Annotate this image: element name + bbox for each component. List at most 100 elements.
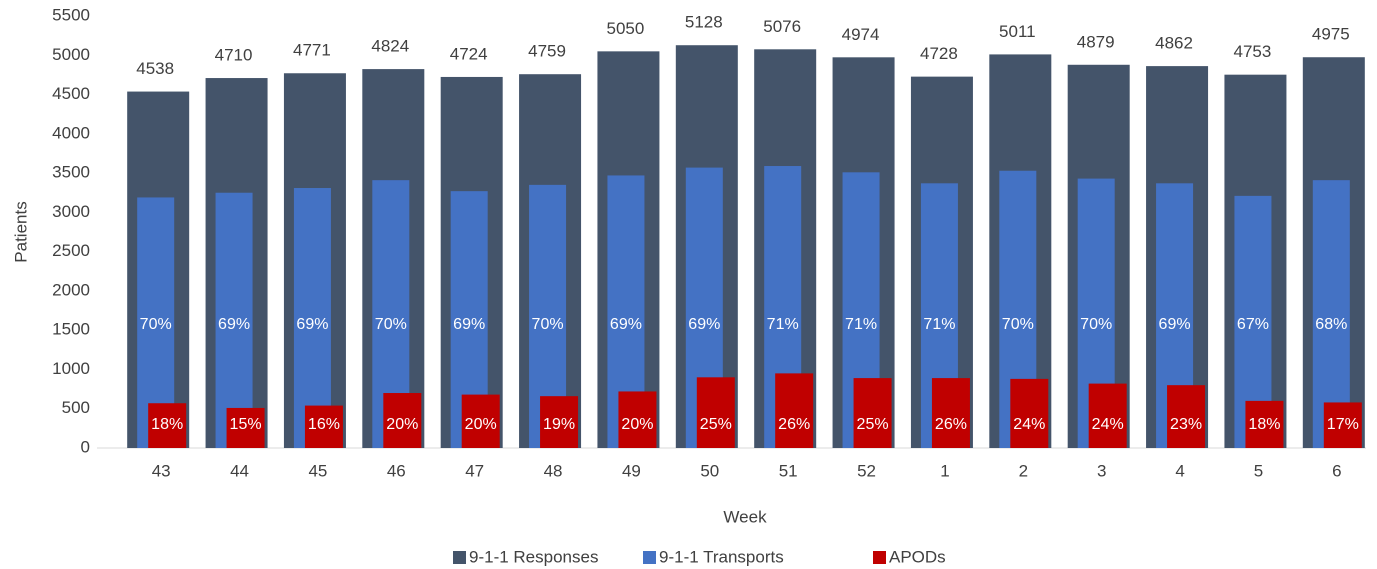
data-label: 67% bbox=[1237, 316, 1269, 333]
x-tick-label: 45 bbox=[308, 461, 327, 480]
data-label: 71% bbox=[845, 316, 877, 333]
data-label: 71% bbox=[923, 316, 955, 333]
y-tick-label: 5500 bbox=[52, 5, 90, 24]
data-label: 4879 bbox=[1077, 32, 1115, 51]
x-tick-label: 51 bbox=[779, 461, 798, 480]
data-label: 4753 bbox=[1234, 42, 1272, 61]
data-label: 20% bbox=[465, 416, 497, 433]
data-label: 69% bbox=[1159, 316, 1191, 333]
data-label: 4710 bbox=[215, 46, 253, 65]
data-label: 69% bbox=[296, 316, 328, 333]
bar bbox=[293, 188, 331, 449]
data-label: 70% bbox=[1080, 316, 1112, 333]
bar bbox=[696, 377, 735, 448]
data-label: 20% bbox=[386, 416, 418, 433]
data-label: 4975 bbox=[1312, 25, 1350, 44]
data-label: 70% bbox=[375, 316, 407, 333]
x-tick-label: 44 bbox=[230, 461, 249, 480]
data-label: 4824 bbox=[371, 37, 409, 56]
x-tick-label: 46 bbox=[387, 461, 406, 480]
bar bbox=[775, 373, 814, 448]
x-tick-label: 48 bbox=[544, 461, 563, 480]
y-axis-title: Patients bbox=[11, 201, 30, 262]
x-tick-label: 3 bbox=[1097, 461, 1106, 480]
data-label: 4728 bbox=[920, 44, 958, 63]
legend-swatch bbox=[873, 551, 886, 564]
data-label: 25% bbox=[700, 416, 732, 433]
data-label: 4759 bbox=[528, 42, 566, 61]
x-tick-label: 6 bbox=[1332, 461, 1341, 480]
bar bbox=[383, 393, 422, 448]
legend-swatch bbox=[453, 551, 466, 564]
legend-label: 9-1-1 Transports bbox=[659, 547, 784, 566]
data-label: 26% bbox=[778, 416, 810, 433]
bar bbox=[853, 378, 892, 448]
x-axis-title: Week bbox=[723, 507, 767, 526]
bar bbox=[1167, 385, 1206, 448]
bar bbox=[1323, 402, 1362, 448]
data-label: 5076 bbox=[763, 17, 801, 36]
x-tick-label: 47 bbox=[465, 461, 484, 480]
data-label: 69% bbox=[218, 316, 250, 333]
bar bbox=[304, 405, 343, 448]
data-label: 68% bbox=[1315, 316, 1347, 333]
bar bbox=[226, 407, 265, 448]
legend-label: APODs bbox=[889, 547, 946, 566]
data-label: 20% bbox=[621, 416, 653, 433]
bar bbox=[1245, 400, 1284, 448]
data-label: 26% bbox=[935, 416, 967, 433]
y-tick-label: 2500 bbox=[52, 241, 90, 260]
data-label: 5011 bbox=[999, 22, 1036, 41]
data-label: 17% bbox=[1327, 416, 1359, 433]
y-tick-label: 500 bbox=[62, 398, 90, 417]
data-label: 4771 bbox=[293, 41, 331, 60]
bar bbox=[148, 403, 187, 448]
x-tick-label: 52 bbox=[857, 461, 876, 480]
data-label: 4724 bbox=[450, 44, 488, 63]
data-label: 24% bbox=[1013, 416, 1045, 433]
legend-swatch bbox=[643, 551, 656, 564]
data-label: 70% bbox=[140, 316, 172, 333]
x-tick-label: 5 bbox=[1254, 461, 1263, 480]
data-label: 25% bbox=[857, 416, 889, 433]
data-label: 71% bbox=[767, 316, 799, 333]
y-tick-label: 4000 bbox=[52, 123, 90, 142]
data-label: 4862 bbox=[1155, 34, 1193, 53]
data-label: 23% bbox=[1170, 416, 1202, 433]
data-label: 24% bbox=[1092, 416, 1124, 433]
bar bbox=[540, 396, 579, 448]
data-label: 4974 bbox=[842, 25, 880, 44]
legend-label: 9-1-1 Responses bbox=[469, 547, 598, 566]
y-tick-label: 2000 bbox=[52, 280, 90, 299]
y-tick-label: 1000 bbox=[52, 359, 90, 378]
x-tick-label: 1 bbox=[940, 461, 949, 480]
y-tick-label: 3500 bbox=[52, 163, 90, 182]
y-tick-label: 4500 bbox=[52, 84, 90, 103]
data-label: 18% bbox=[151, 416, 183, 433]
data-label: 18% bbox=[1248, 416, 1280, 433]
data-label: 15% bbox=[230, 416, 262, 433]
x-tick-label: 43 bbox=[152, 461, 171, 480]
data-label: 69% bbox=[453, 316, 485, 333]
data-label: 19% bbox=[543, 416, 575, 433]
x-tick-label: 50 bbox=[700, 461, 719, 480]
y-tick-label: 0 bbox=[81, 437, 90, 456]
y-tick-label: 5000 bbox=[52, 45, 90, 64]
x-tick-label: 4 bbox=[1175, 461, 1184, 480]
bar bbox=[461, 394, 500, 448]
x-tick-label: 49 bbox=[622, 461, 641, 480]
x-tick-label: 2 bbox=[1019, 461, 1028, 480]
data-label: 5050 bbox=[607, 19, 645, 38]
bar bbox=[1088, 383, 1127, 448]
bar bbox=[1010, 378, 1049, 448]
data-label: 69% bbox=[610, 316, 642, 333]
bar bbox=[931, 378, 970, 448]
bar bbox=[215, 192, 253, 448]
bar bbox=[618, 391, 657, 448]
data-label: 4538 bbox=[136, 59, 174, 78]
data-label: 69% bbox=[688, 316, 720, 333]
data-label: 70% bbox=[532, 316, 564, 333]
data-label: 5128 bbox=[685, 13, 723, 32]
y-tick-label: 3000 bbox=[52, 202, 90, 221]
